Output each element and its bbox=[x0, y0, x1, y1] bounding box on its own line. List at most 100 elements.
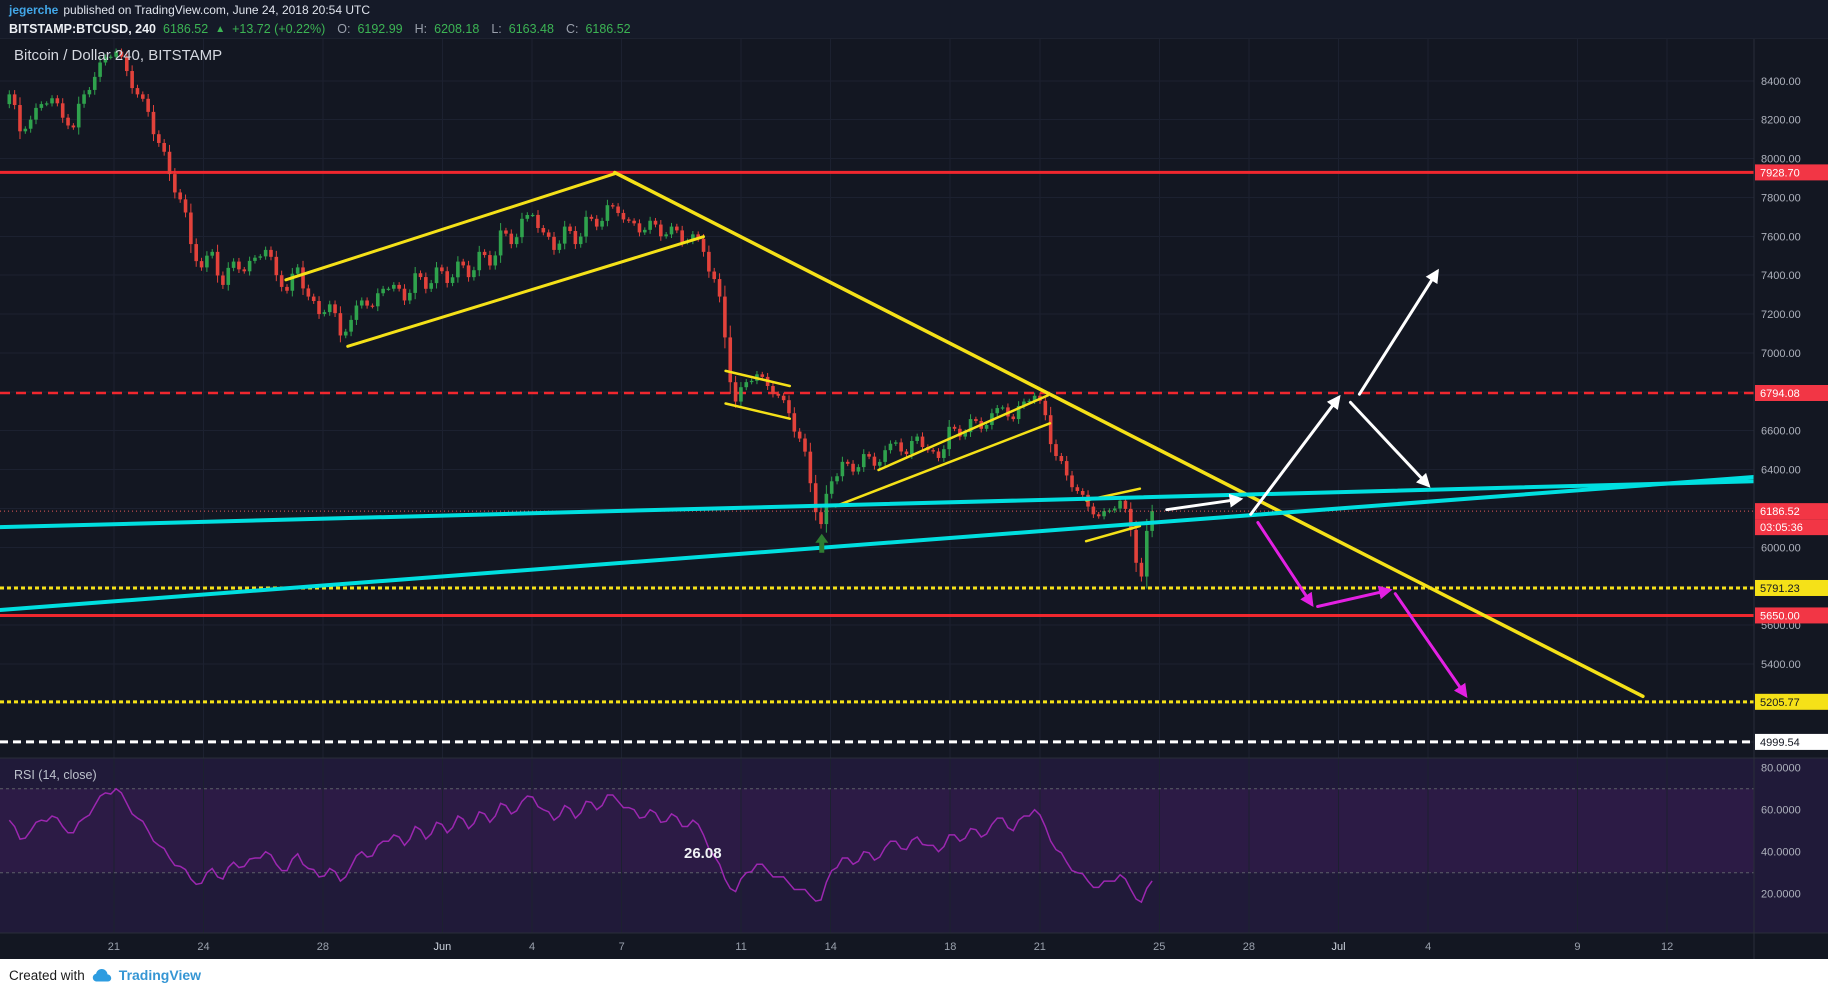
candle-body bbox=[910, 441, 914, 455]
white-projection-arrow-2[interactable] bbox=[1249, 394, 1341, 516]
candle-body bbox=[723, 296, 727, 338]
candle-body bbox=[600, 220, 604, 227]
candle-body bbox=[931, 450, 935, 452]
candle-body bbox=[675, 226, 679, 231]
candle-body bbox=[861, 454, 866, 468]
rsi-axis-label: 20.0000 bbox=[1761, 889, 1801, 901]
chart-title: Bitcoin / Dollar 240, BITSTAMP bbox=[14, 47, 223, 64]
white-projection-arrow-1[interactable] bbox=[1165, 493, 1244, 512]
price-axis-label: 7400.00 bbox=[1761, 270, 1801, 282]
candle-body bbox=[295, 267, 300, 274]
candle-body bbox=[984, 424, 989, 429]
cyan-trendline-upper[interactable] bbox=[0, 479, 1754, 530]
candle-body bbox=[648, 220, 652, 230]
candle-body bbox=[504, 230, 508, 234]
yellow-flag-a-upper[interactable] bbox=[724, 369, 792, 388]
candle-body bbox=[974, 419, 978, 422]
candle-body bbox=[408, 292, 412, 301]
candle-body bbox=[162, 142, 166, 152]
candle-body bbox=[301, 267, 305, 289]
cyan-trendline-lower[interactable] bbox=[0, 475, 1754, 612]
yellow-channel-lower[interactable] bbox=[346, 235, 705, 348]
time-axis-label: 4 bbox=[529, 941, 535, 953]
open-value: 6192.99 bbox=[357, 22, 403, 36]
candle-body bbox=[712, 271, 717, 280]
candle-body bbox=[771, 386, 775, 394]
candle-body bbox=[114, 51, 118, 57]
candle-body bbox=[103, 57, 108, 63]
candle-body bbox=[210, 251, 215, 256]
open-label: O: bbox=[337, 22, 351, 36]
candle-body bbox=[899, 442, 903, 452]
candle-body bbox=[418, 273, 423, 278]
price-axis-label: 7000.00 bbox=[1761, 348, 1801, 360]
yellow-downtrend-line[interactable] bbox=[613, 170, 1645, 699]
candle-body bbox=[354, 305, 359, 320]
yellow-flag-b-lower[interactable] bbox=[1084, 524, 1142, 543]
candle-body bbox=[653, 220, 658, 225]
yellow-wedge-upper[interactable] bbox=[877, 394, 1050, 472]
candle-body bbox=[477, 251, 482, 271]
candle-body bbox=[290, 273, 295, 291]
countdown-tag bbox=[1755, 519, 1828, 536]
yellow-channel-upper[interactable] bbox=[284, 172, 617, 282]
candle-body bbox=[632, 220, 636, 224]
candle-body bbox=[701, 238, 706, 252]
candle-body bbox=[12, 94, 17, 106]
candle-body bbox=[130, 71, 134, 89]
candle-body bbox=[509, 233, 514, 245]
candle-body bbox=[349, 319, 353, 332]
candle-body bbox=[840, 461, 845, 477]
time-axis-label: 14 bbox=[825, 941, 837, 953]
candle-body bbox=[621, 212, 626, 220]
low-label: L: bbox=[491, 22, 502, 36]
tradingview-link[interactable]: TradingView bbox=[118, 967, 202, 983]
candle-body bbox=[87, 89, 92, 95]
candle-body bbox=[274, 256, 279, 276]
candle-body bbox=[707, 251, 711, 272]
candle-body bbox=[1043, 400, 1048, 416]
magenta-projection-arrow-2[interactable] bbox=[1316, 585, 1393, 608]
author-link[interactable]: jegerche bbox=[9, 3, 59, 17]
candle-body bbox=[883, 450, 887, 462]
time-axis-label: 9 bbox=[1574, 941, 1580, 953]
yellow-flag-a-lower[interactable] bbox=[724, 402, 792, 420]
candle-body bbox=[829, 481, 834, 494]
candle-body bbox=[1075, 487, 1080, 492]
candle-body bbox=[797, 431, 802, 439]
white-projection-arrow-4[interactable] bbox=[1357, 268, 1439, 396]
price-axis-label: 8000.00 bbox=[1761, 154, 1801, 166]
white-projection-arrow-3[interactable] bbox=[1348, 400, 1431, 488]
last-price: 6186.52 bbox=[163, 22, 209, 36]
attribution-bar: Created with TradingView bbox=[0, 959, 1828, 991]
candle-body bbox=[530, 214, 535, 217]
candle-body bbox=[279, 275, 284, 287]
candle-body bbox=[269, 249, 273, 257]
candle-body bbox=[584, 216, 588, 237]
magenta-projection-arrow-3[interactable] bbox=[1393, 592, 1468, 698]
candle-body bbox=[285, 286, 289, 291]
candle-body bbox=[1064, 461, 1069, 476]
chart-area[interactable]: 8400.00 8200.00 8000.00 7800.00 7600.00 7400.… bbox=[0, 39, 1828, 959]
candle-body bbox=[472, 270, 476, 278]
candle-body bbox=[76, 103, 81, 128]
up-triangle-icon: ▲ bbox=[215, 23, 226, 35]
time-axis[interactable] bbox=[0, 933, 1828, 959]
chart-canvas[interactable]: 8400.00 8200.00 8000.00 7800.00 7600.00 7400.… bbox=[0, 39, 1828, 959]
candle-body bbox=[221, 275, 225, 285]
price-axis[interactable] bbox=[1754, 39, 1828, 933]
candle-body bbox=[915, 436, 919, 442]
candle-body bbox=[50, 98, 54, 104]
candle-body bbox=[1022, 401, 1026, 407]
green-up-arrow-marker[interactable] bbox=[815, 533, 829, 553]
rsi-legend[interactable]: RSI (14, close) bbox=[14, 768, 97, 782]
candle-body bbox=[1016, 406, 1021, 420]
candle-body bbox=[733, 382, 738, 402]
candle-body bbox=[739, 387, 743, 402]
magenta-projection-arrow-1[interactable] bbox=[1256, 521, 1314, 608]
tradingview-logo-icon[interactable] bbox=[91, 968, 113, 983]
candle-body bbox=[488, 255, 492, 266]
yellow-wedge-lower[interactable] bbox=[834, 422, 1052, 508]
candle-body bbox=[18, 105, 22, 132]
candle-body bbox=[562, 226, 567, 244]
